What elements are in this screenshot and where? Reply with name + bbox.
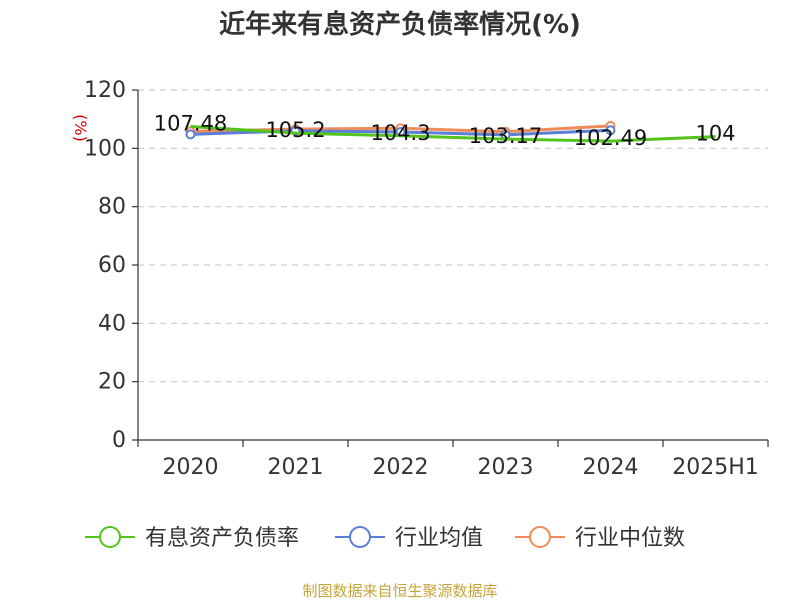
series-1-point-2020 bbox=[185, 129, 196, 140]
chart-title: 近年来有息资产负债率情况(%) bbox=[219, 9, 581, 40]
x-tick-label-2025H1: 2025H1 bbox=[672, 455, 759, 480]
data-label-2023: 103.17 bbox=[469, 124, 542, 148]
legend-swatch-marker-1 bbox=[349, 526, 371, 548]
legend-item-2: 行业中位数 bbox=[515, 526, 685, 551]
y-tick-label-80: 80 bbox=[98, 195, 126, 220]
y-tick-label-100: 100 bbox=[84, 136, 126, 161]
x-tick-label-2024: 2024 bbox=[583, 455, 639, 480]
data-labels: 107.48 105.2 104.3 103.17 102.49 104 bbox=[154, 112, 736, 151]
axes: 0 20 40 60 80 100 120 2020 2021 2022 2023 2024 2025H… bbox=[84, 78, 769, 480]
data-label-2021: 105.2 bbox=[265, 118, 325, 142]
x-tick-label-2021: 2021 bbox=[268, 455, 324, 480]
data-label-2024: 102.49 bbox=[574, 126, 647, 150]
y-tick-label-0: 0 bbox=[112, 428, 126, 453]
y-tick-label-40: 40 bbox=[98, 311, 126, 336]
data-label-2025H1: 104 bbox=[695, 122, 735, 146]
legend-label-2: 行业中位数 bbox=[575, 526, 685, 551]
legend-label-1: 行业均值 bbox=[395, 526, 483, 551]
y-tick-label-20: 20 bbox=[98, 370, 126, 395]
data-label-2022: 104.3 bbox=[370, 121, 430, 145]
x-tick-label-2023: 2023 bbox=[478, 455, 534, 480]
series-1-point-2024 bbox=[605, 125, 616, 136]
legend-item-1: 行业均值 bbox=[335, 526, 483, 551]
data-source-note: 制图数据来自恒生聚源数据库 bbox=[302, 582, 497, 600]
series-lines bbox=[185, 120, 716, 143]
legend-item-0: 有息资产负债率 bbox=[85, 526, 299, 551]
y-axis-unit: (%) bbox=[71, 114, 90, 142]
x-tick-label-2020: 2020 bbox=[163, 455, 219, 480]
legend: 有息资产负债率 行业均值 行业中位数 bbox=[85, 526, 685, 551]
legend-swatch-marker-2 bbox=[529, 526, 551, 548]
legend-label-0: 有息资产负债率 bbox=[145, 526, 299, 551]
grid-lines bbox=[138, 89, 768, 383]
x-tick-label-2022: 2022 bbox=[373, 455, 429, 480]
legend-swatch-marker-0 bbox=[99, 526, 121, 548]
y-tick-label-60: 60 bbox=[98, 253, 126, 278]
series-line-0 bbox=[190, 125, 716, 143]
data-label-2020: 107.48 bbox=[154, 112, 227, 136]
y-tick-label-120: 120 bbox=[84, 78, 126, 103]
